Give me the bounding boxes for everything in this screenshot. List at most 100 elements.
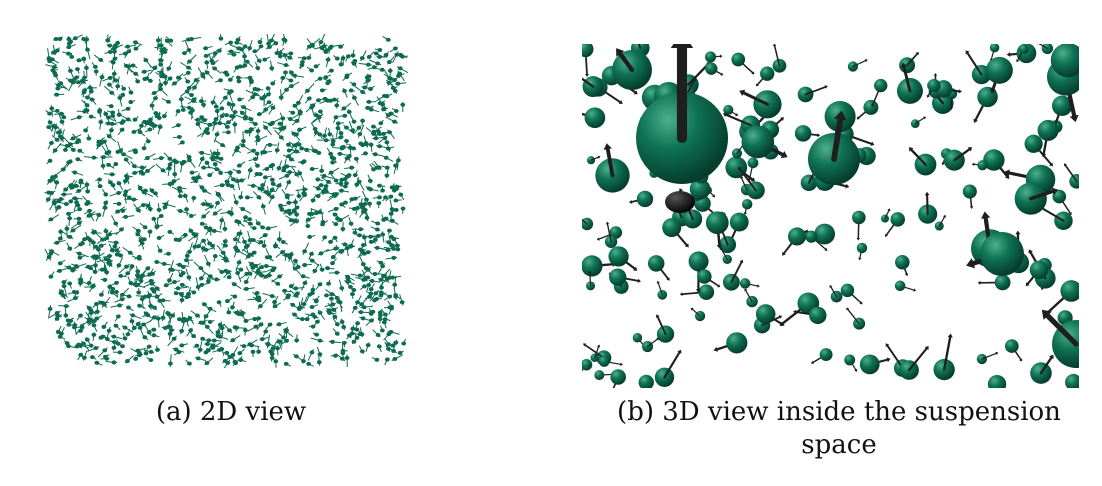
particle-3d [636,44,728,184]
particle-2d [144,324,152,336]
particle-2d [75,185,88,194]
particle-2d [327,68,334,74]
particle-2d [388,305,394,315]
particle-field-2d [44,34,408,368]
particle-2d [172,347,185,353]
particle-3d [582,217,594,231]
particle-2d [277,339,283,347]
particle-2d [264,255,274,262]
particle-2d [274,129,285,141]
particle-2d [225,180,231,188]
particle-2d [251,269,265,277]
particle-2d [72,263,87,269]
particle-2d [351,61,358,68]
particle-2d [176,235,187,242]
particle-2d [103,85,116,96]
particle-2d [233,194,239,206]
particle-2d [257,298,268,310]
particle-2d [270,79,276,86]
particle-2d [306,53,312,60]
particle-2d [310,145,317,153]
particle-2d [103,335,110,341]
particle-2d [62,51,72,56]
particle-2d [69,224,82,233]
particle-2d [65,317,75,323]
particle-2d [84,316,93,323]
particle-2d [167,335,178,347]
particle-2d [179,282,190,288]
particle-2d [343,179,349,186]
particle-2d [235,231,242,238]
particle-2d [138,165,147,175]
particle-2d [132,278,138,287]
particle-2d [211,338,222,343]
particle-2d [386,270,392,281]
particle-2d [97,181,103,189]
particle-2d [358,345,365,354]
particle-2d [360,266,372,277]
particle-2d [227,75,234,82]
particle-2d [100,277,108,282]
particle-2d [156,245,163,254]
particle-2d [340,55,346,66]
caption-a-text: (a) 2D view [155,397,307,427]
particle-2d [222,238,228,249]
particle-2d [114,246,121,253]
particle-2d [261,239,267,249]
particle-2d [94,315,103,321]
particle-2d [102,354,110,359]
particle-2d [210,243,216,250]
particle-2d [83,126,89,133]
particle-2d [176,73,184,80]
particle-2d [165,36,174,43]
particle-2d [54,314,63,321]
particle-2d [200,336,208,342]
particle-2d [78,178,85,185]
particle-2d [256,345,262,355]
particle-2d [70,72,77,84]
particle-2d [367,65,378,70]
particle-2d [179,159,185,173]
particle-2d [214,139,226,148]
particle-3d [856,242,868,261]
particle-2d [391,83,398,94]
particle-2d [135,77,141,84]
particle-2d [179,264,186,269]
particle-2d [310,194,317,203]
particle-2d [124,197,138,202]
particle-2d [186,54,197,65]
particle-2d [340,221,346,232]
particle-2d [380,231,386,243]
particle-2d [171,123,182,129]
particle-2d [131,320,141,331]
particle-2d [384,112,391,118]
particle-2d [256,265,264,270]
particle-2d [262,124,273,136]
particle-2d [204,204,214,211]
particle-2d [232,325,247,330]
particle-2d [368,308,374,317]
particle-2d [97,347,108,358]
particle-2d [328,192,340,198]
particle-2d [360,151,368,156]
particle-2d [315,192,322,199]
particle-2d [278,206,289,214]
particle-2d [279,112,286,121]
particle-2d [70,115,83,121]
particle-2d [204,254,211,268]
particle-2d [106,261,112,267]
particle-2d [346,153,352,162]
particle-2d [392,275,398,289]
particle-3d [985,56,1013,94]
particle-2d [387,129,396,139]
particle-2d [393,160,398,168]
particle-2d [330,174,339,184]
particle-2d [376,344,382,353]
particle-2d [63,183,72,193]
panel-2d-view [44,34,408,368]
particle-2d [379,247,391,253]
particle-2d [384,357,390,366]
particle-2d [374,296,382,301]
particle-2d [93,253,105,263]
particle-2d [218,34,224,41]
